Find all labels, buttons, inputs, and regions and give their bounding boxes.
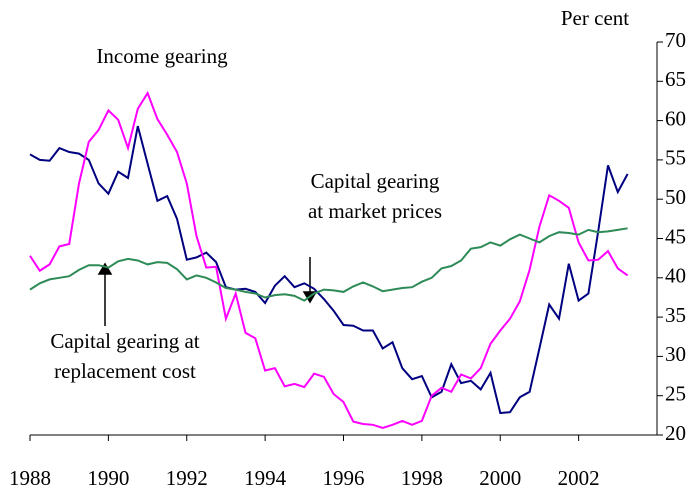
annotation: Capital gearing	[311, 169, 440, 193]
x-tick-label: 1990	[87, 466, 129, 490]
x-tick-label: 1988	[9, 466, 51, 490]
y-tick-label: 30	[665, 342, 686, 366]
arrow-head	[97, 262, 113, 275]
annotation: at market prices	[308, 199, 442, 223]
x-tick-label: 1998	[401, 466, 443, 490]
x-tick-label: 1994	[244, 466, 287, 490]
y-tick-label: 35	[665, 303, 686, 327]
y-axis-label: Per cent	[561, 6, 629, 30]
x-tick-label: 2002	[558, 466, 600, 490]
y-tick-label: 45	[665, 224, 686, 248]
x-tick-label: 1996	[323, 466, 365, 490]
annotation: replacement cost	[54, 359, 196, 383]
series-line	[29, 227, 628, 302]
y-tick-label: 70	[665, 28, 686, 52]
y-tick-label: 25	[665, 382, 686, 406]
series-line	[29, 90, 629, 429]
x-tick-label: 2000	[479, 466, 521, 490]
y-tick-label: 60	[665, 106, 686, 130]
annotation: Capital gearing at	[50, 329, 199, 353]
annotation: Income gearing	[96, 44, 228, 68]
y-tick-label: 55	[665, 146, 686, 170]
y-tick-label: 20	[665, 421, 686, 445]
series-line	[29, 125, 629, 415]
x-tick-label: 1992	[166, 466, 208, 490]
y-tick-label: 40	[665, 264, 686, 288]
y-tick-label: 50	[665, 185, 686, 209]
y-tick-label: 65	[665, 67, 686, 91]
